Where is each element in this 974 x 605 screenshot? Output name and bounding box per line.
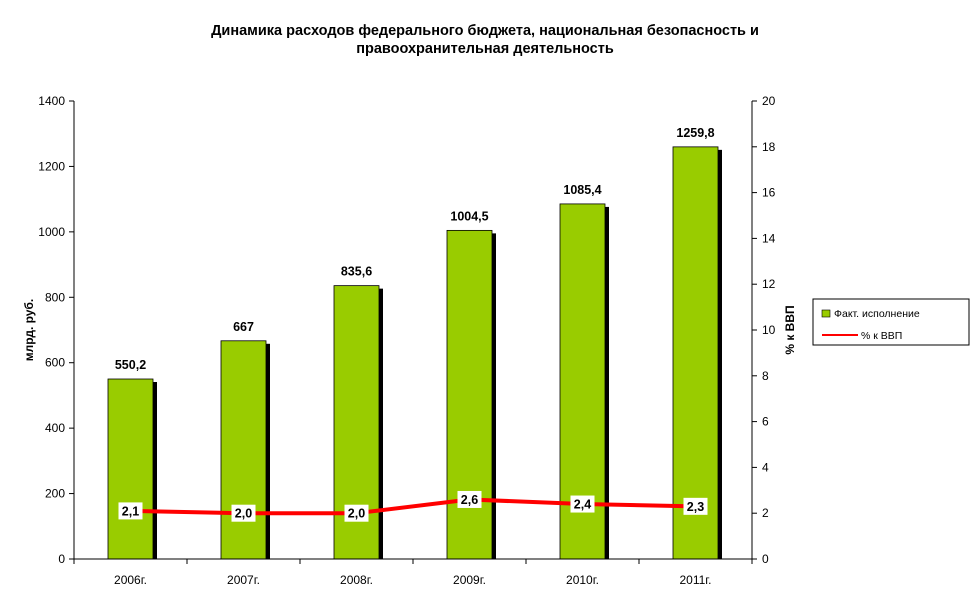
- y-tick-label: 600: [45, 356, 65, 370]
- y-right-tick-label: 0: [762, 552, 769, 566]
- legend-box: [812, 298, 970, 346]
- pct-label-bg: [683, 497, 708, 515]
- bar-data-label: 1259,8: [676, 126, 714, 140]
- pct-data-label: 2,3: [687, 500, 704, 514]
- y-right-tick-label: 4: [762, 460, 769, 474]
- bar-data-label: 667: [233, 320, 254, 334]
- y-right-tick-label: 8: [762, 369, 769, 383]
- x-tick-label: 2010г.: [566, 573, 599, 587]
- y-tick-label: 800: [45, 290, 65, 304]
- y-tick-label: 1400: [38, 94, 65, 108]
- legend-line-label: % к ВВП: [861, 330, 902, 342]
- y-right-tick-label: 16: [762, 186, 776, 200]
- pct-label-bg: [118, 502, 143, 520]
- y-tick-label: 400: [45, 421, 65, 435]
- pct-line: [130, 497, 696, 516]
- pct-label-bg: [231, 504, 256, 522]
- y-axis-right-label: % к ВВП: [783, 305, 797, 354]
- pct-data-label: 2,6: [461, 493, 478, 507]
- pct-data-label: 2,4: [574, 498, 591, 512]
- y-right-tick-label: 12: [762, 277, 776, 291]
- bar-data-label: 1085,4: [563, 183, 601, 197]
- bar: [446, 229, 493, 560]
- y-right-tick-label: 6: [762, 415, 769, 429]
- y-tick-label: 200: [45, 487, 65, 501]
- y-right-tick-label: 10: [762, 323, 776, 337]
- bars-group: 550,2 667 835,6 1004,5 1085,4 1259,8: [107, 126, 722, 560]
- bar: [107, 378, 154, 560]
- pct-data-label: 2,1: [122, 504, 139, 518]
- y-tick-label: 1200: [38, 159, 65, 173]
- x-tick-label: 2007г.: [227, 573, 260, 587]
- x-tick-label: 2011г.: [679, 573, 711, 587]
- chart-title-line2: правоохранительная деятельность: [356, 41, 614, 57]
- bar: [220, 340, 267, 560]
- y-right-tick-label: 2: [762, 506, 769, 520]
- y-right-tick-label: 18: [762, 140, 776, 154]
- pct-data-label: 2,0: [235, 507, 252, 521]
- pct-label-bg: [570, 495, 595, 513]
- y-tick-label: 0: [58, 552, 65, 566]
- chart-title-line1: Динамика расходов федерального бюджета, …: [211, 23, 759, 39]
- bar: [672, 146, 719, 560]
- y-right-tick-label: 14: [762, 231, 776, 245]
- axes-group: 0 200 400 600 800 1000 1200 1400 0 2 4 6 8 10 12 14 16 18…: [38, 94, 775, 587]
- pct-data-label: 2,0: [348, 507, 365, 521]
- bar-data-label: 550,2: [115, 358, 146, 372]
- line-series-group: 2,1 2,0 2,0 2,6 2,4 2,3: [118, 490, 708, 522]
- legend-bar-label: Факт. исполнение: [834, 308, 920, 320]
- legend: Факт. исполнение % к ВВП: [812, 298, 970, 346]
- bar-data-label: 835,6: [341, 265, 372, 279]
- x-tick-label: 2009г.: [453, 573, 486, 587]
- x-tick-label: 2008г.: [340, 573, 373, 587]
- y-axis-label: млрд. руб.: [22, 299, 36, 361]
- y-tick-label: 1000: [38, 225, 65, 239]
- x-tick-label: 2006г.: [114, 573, 147, 587]
- legend-bar-swatch: [821, 309, 831, 318]
- y-right-tick-label: 20: [762, 94, 776, 108]
- bar-data-label: 1004,5: [450, 209, 488, 223]
- pct-label-bg: [344, 504, 369, 522]
- pct-label-bg: [457, 490, 482, 508]
